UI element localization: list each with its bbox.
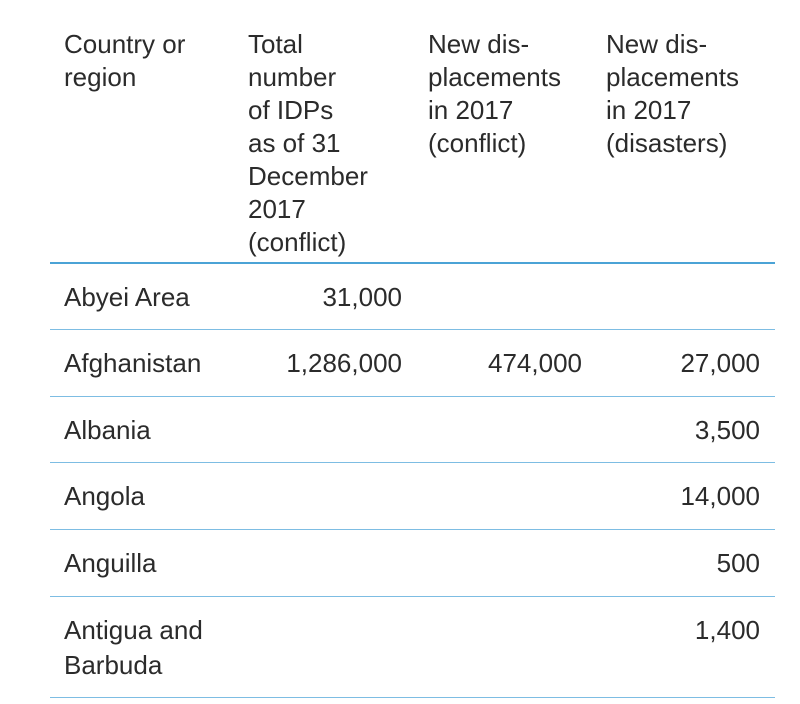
- header-country-line: Country or: [64, 29, 186, 59]
- header-disasters-line: placements: [606, 62, 739, 92]
- country-name: Angola: [64, 481, 145, 511]
- header-total-line: of IDPs: [248, 95, 334, 125]
- new-disasters-cell: 14,000: [680, 481, 760, 511]
- new-conflict-cell: 474,000: [488, 348, 582, 378]
- header-total-line: as of 31: [248, 128, 341, 158]
- country-cell: Antigua and Barbuda: [64, 613, 203, 683]
- new-disasters-cell: 27,000: [680, 348, 760, 378]
- country-name: Afghanistan: [64, 348, 202, 378]
- country-cell: Abyei Area: [64, 280, 190, 315]
- header-total-line: (conflict): [248, 227, 347, 257]
- header-country: Country or region: [64, 28, 185, 94]
- header-conflict-line: New dis-: [428, 29, 530, 59]
- header-disasters-line: New dis-: [606, 29, 708, 59]
- row-divider: [50, 596, 775, 597]
- header-new-conflict: New dis- placements in 2017 (conflict): [428, 28, 561, 160]
- new-disasters-cell: 1,400: [694, 615, 760, 645]
- country-name: Barbuda: [64, 650, 163, 680]
- row-divider: [50, 396, 775, 397]
- header-conflict-line: (conflict): [428, 128, 527, 158]
- new-disasters-cell: 500: [716, 548, 760, 578]
- new-disasters-cell: 3,500: [694, 415, 760, 445]
- header-total-line: 2017: [248, 194, 306, 224]
- header-conflict-line: in 2017: [428, 95, 514, 125]
- header-total-line: number: [248, 62, 337, 92]
- header-total-idps: Total number of IDPs as of 31 December 2…: [248, 28, 368, 259]
- country-cell: Albania: [64, 413, 151, 448]
- header-disasters-line: (disasters): [606, 128, 728, 158]
- table-bottom-rule: [50, 697, 775, 698]
- header-total-line: December: [248, 161, 368, 191]
- country-name: Albania: [64, 415, 151, 445]
- header-divider: [50, 262, 775, 264]
- country-cell: Anguilla: [64, 546, 157, 581]
- total-idps-cell: 1,286,000: [286, 348, 402, 378]
- row-divider: [50, 329, 775, 330]
- country-name: Abyei Area: [64, 282, 190, 312]
- header-conflict-line: placements: [428, 62, 561, 92]
- row-divider: [50, 462, 775, 463]
- header-country-line: region: [64, 62, 137, 92]
- header-disasters-line: in 2017: [606, 95, 692, 125]
- header-total-line: Total: [248, 29, 303, 59]
- row-divider: [50, 529, 775, 530]
- country-name: Anguilla: [64, 548, 157, 578]
- country-cell: Afghanistan: [64, 346, 201, 381]
- country-cell: Angola: [64, 479, 145, 514]
- total-idps-cell: 31,000: [322, 282, 402, 312]
- header-new-disasters: New dis- placements in 2017 (disasters): [606, 28, 739, 160]
- country-name: Antigua and: [64, 615, 203, 645]
